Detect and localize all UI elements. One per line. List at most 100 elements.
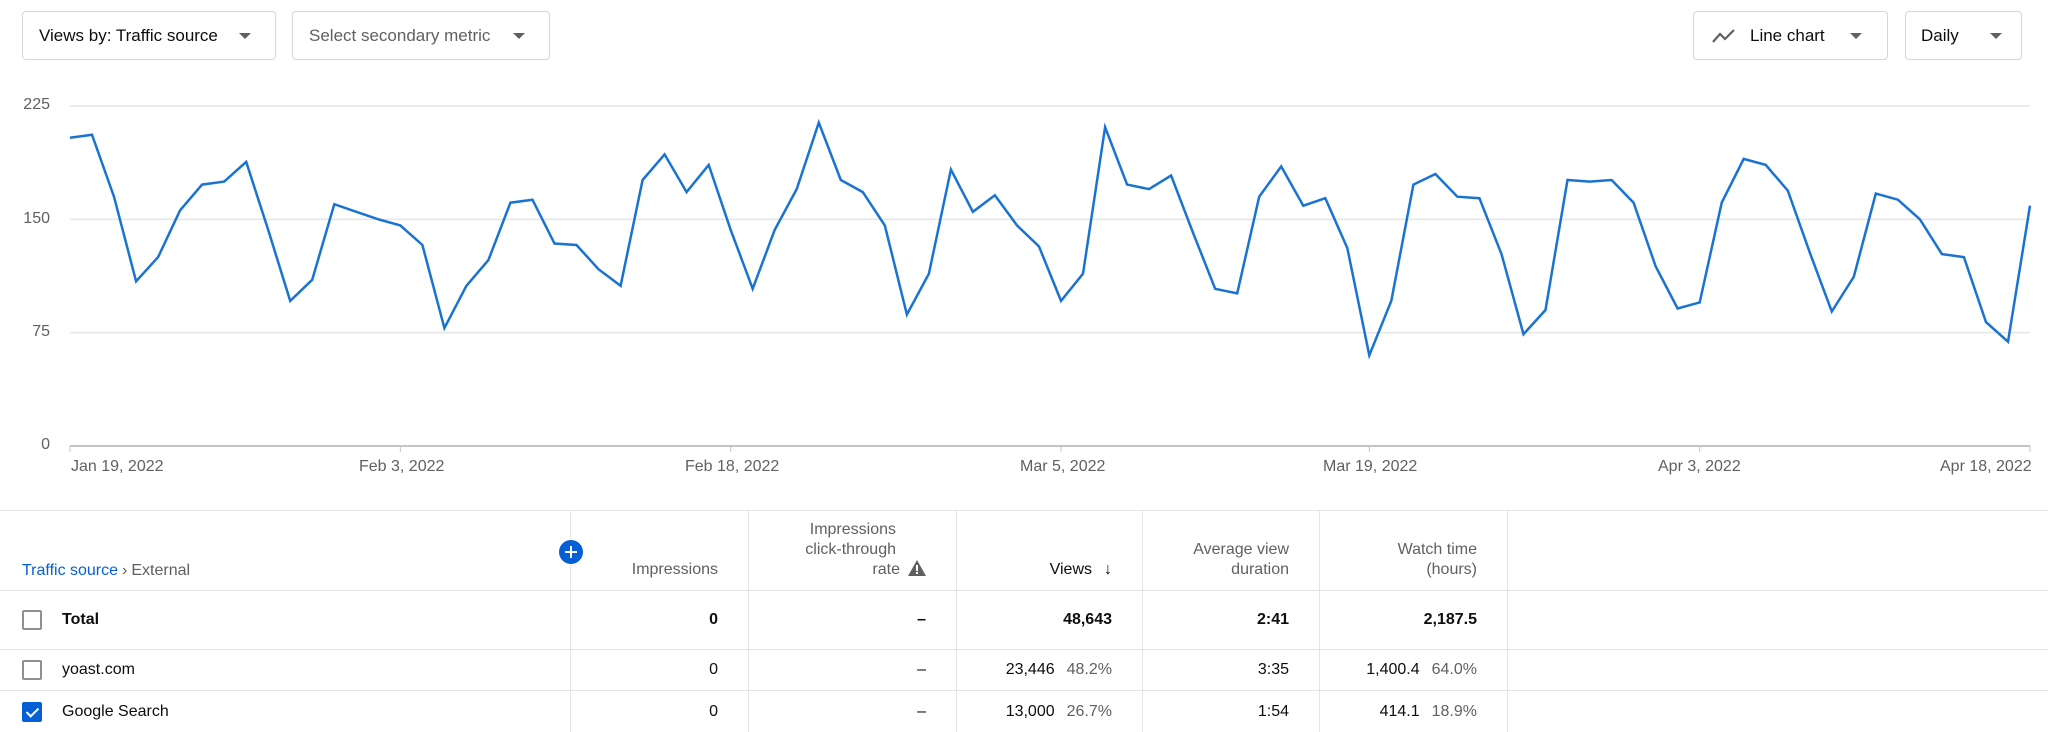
header-dimension: Traffic source › External <box>0 511 583 590</box>
cell-avd: 1:54 <box>1143 691 1320 732</box>
table-row[interactable]: Google Search 0 – 13,000 26.7% 1:54 414.1… <box>0 691 2048 732</box>
header-ctr-label-3: rate <box>872 561 900 578</box>
line-chart[interactable]: 225 150 75 0 Jan 19, 2022 Feb 3, 2022 Fe… <box>0 80 2048 500</box>
percent: 48.2% <box>1066 661 1112 678</box>
cell-views: 13,000 26.7% <box>957 691 1143 732</box>
cell-watch-time: 414.1 18.9% <box>1320 691 1508 732</box>
value: 2:41 <box>1256 611 1289 628</box>
header-ctr-label-2: click-through <box>805 541 896 558</box>
warning-icon[interactable] <box>908 560 926 576</box>
value: 414.1 <box>1379 702 1420 720</box>
value: 3:35 <box>1257 661 1289 678</box>
value: – <box>917 661 926 678</box>
x-tick-label: Mar 5, 2022 <box>1020 458 1106 475</box>
add-column-button[interactable] <box>559 540 583 564</box>
value: 1:54 <box>1257 702 1289 720</box>
row-label: Google Search <box>62 702 169 720</box>
cell-ctr: – <box>749 591 957 649</box>
header-empty <box>1508 511 2048 590</box>
percent: 26.7% <box>1066 702 1112 720</box>
cell-empty <box>1508 591 2048 649</box>
value: – <box>917 702 926 720</box>
value: 1,400.4 <box>1366 661 1420 678</box>
cell-watch-time: 2,187.5 <box>1320 591 1508 649</box>
cell-ctr: – <box>749 691 957 732</box>
header-avd-label-1: Average view <box>1193 541 1289 558</box>
x-tick-label: Mar 19, 2022 <box>1323 458 1418 475</box>
primary-metric-dropdown[interactable]: Views by: Traffic source <box>22 11 276 60</box>
value: 0 <box>709 611 718 628</box>
x-tick-label: Feb 3, 2022 <box>359 458 445 475</box>
cell-label: yoast.com <box>0 650 571 690</box>
chart-plot-area[interactable] <box>0 80 2048 500</box>
total-checkbox[interactable] <box>22 610 42 630</box>
value: 0 <box>709 702 718 720</box>
chevron-down-icon <box>1990 33 2002 39</box>
header-watch-label-1: Watch time <box>1397 541 1477 558</box>
header-impressions[interactable]: Impressions <box>571 511 749 590</box>
cell-impressions: 0 <box>571 650 749 690</box>
y-tick-label: 225 <box>23 96 50 113</box>
breadcrumb-traffic-source-link[interactable]: Traffic source <box>22 562 119 579</box>
y-tick-label: 0 <box>41 436 50 453</box>
period-label: Daily <box>1921 25 1959 45</box>
value: 0 <box>709 661 718 678</box>
header-views[interactable]: Views ↓ <box>957 511 1143 590</box>
header-average-view-duration[interactable]: Average view duration <box>1143 511 1320 590</box>
x-tick-label: Apr 18, 2022 <box>1940 458 2032 475</box>
breadcrumb: Traffic source › External <box>22 562 190 580</box>
cell-views: 48,643 <box>957 591 1143 649</box>
chevron-down-icon <box>1850 33 1862 39</box>
x-tick-label: Jan 19, 2022 <box>71 458 164 475</box>
header-avd-label-2: duration <box>1231 561 1289 578</box>
chart-type-label: Line chart <box>1750 25 1825 45</box>
cell-ctr: – <box>749 650 957 690</box>
percent: 64.0% <box>1431 661 1477 678</box>
value: 48,643 <box>1063 611 1112 628</box>
chevron-down-icon <box>239 33 251 39</box>
chevron-down-icon <box>513 33 525 39</box>
value: 13,000 <box>1005 702 1055 720</box>
header-impressions-label: Impressions <box>631 561 718 578</box>
cell-impressions: 0 <box>571 691 749 732</box>
x-tick-label: Apr 3, 2022 <box>1658 458 1741 475</box>
period-dropdown[interactable]: Daily <box>1905 11 2022 60</box>
table-header-row: Traffic source › External Impressions Impr… <box>0 511 2048 591</box>
cell-avd: 3:35 <box>1143 650 1320 690</box>
cell-label: Google Search <box>0 691 571 732</box>
views-series-line[interactable] <box>69 118 2032 360</box>
value: 2,187.5 <box>1423 611 1477 628</box>
percent: 18.9% <box>1431 702 1477 720</box>
traffic-source-table: Traffic source › External Impressions Impr… <box>0 510 2048 732</box>
table-row[interactable]: yoast.com 0 – 23,446 48.2% 3:35 1,400.4 64… <box>0 650 2048 691</box>
header-views-label: Views <box>1049 561 1092 578</box>
cell-impressions: 0 <box>571 591 749 649</box>
chart-toolbar: Views by: Traffic source Select secondar… <box>0 0 2048 70</box>
y-tick-label: 75 <box>32 323 50 340</box>
header-ctr[interactable]: Impressions click-through rate <box>749 511 957 590</box>
cell-empty <box>1508 650 2048 690</box>
table-row-total: Total 0 – 48,643 2:41 2,187.5 <box>0 591 2048 650</box>
cell-avd: 2:41 <box>1143 591 1320 649</box>
row-label: yoast.com <box>62 661 135 678</box>
value: – <box>917 611 926 628</box>
row-checkbox-yoast[interactable] <box>22 660 42 680</box>
chart-type-dropdown[interactable]: Line chart <box>1693 11 1888 60</box>
secondary-metric-placeholder: Select secondary metric <box>309 25 491 45</box>
row-label: Total <box>62 611 100 628</box>
cell-empty <box>1508 691 2048 732</box>
header-watch-time[interactable]: Watch time (hours) <box>1320 511 1508 590</box>
row-checkbox-google-search[interactable] <box>22 701 42 722</box>
header-watch-label-2: (hours) <box>1426 561 1477 578</box>
secondary-metric-dropdown[interactable]: Select secondary metric <box>292 11 550 60</box>
line-chart-icon <box>1712 28 1735 43</box>
breadcrumb-current: External <box>131 562 191 579</box>
chevron-right-icon: › <box>122 562 128 579</box>
x-tick-label: Feb 18, 2022 <box>685 458 780 475</box>
cell-views: 23,446 48.2% <box>957 650 1143 690</box>
primary-metric-label: Views by: Traffic source <box>39 25 218 45</box>
cell-watch-time: 1,400.4 64.0% <box>1320 650 1508 690</box>
arrow-down-icon: ↓ <box>1104 561 1112 578</box>
value: 23,446 <box>1005 661 1055 678</box>
cell-label: Total <box>0 591 571 649</box>
